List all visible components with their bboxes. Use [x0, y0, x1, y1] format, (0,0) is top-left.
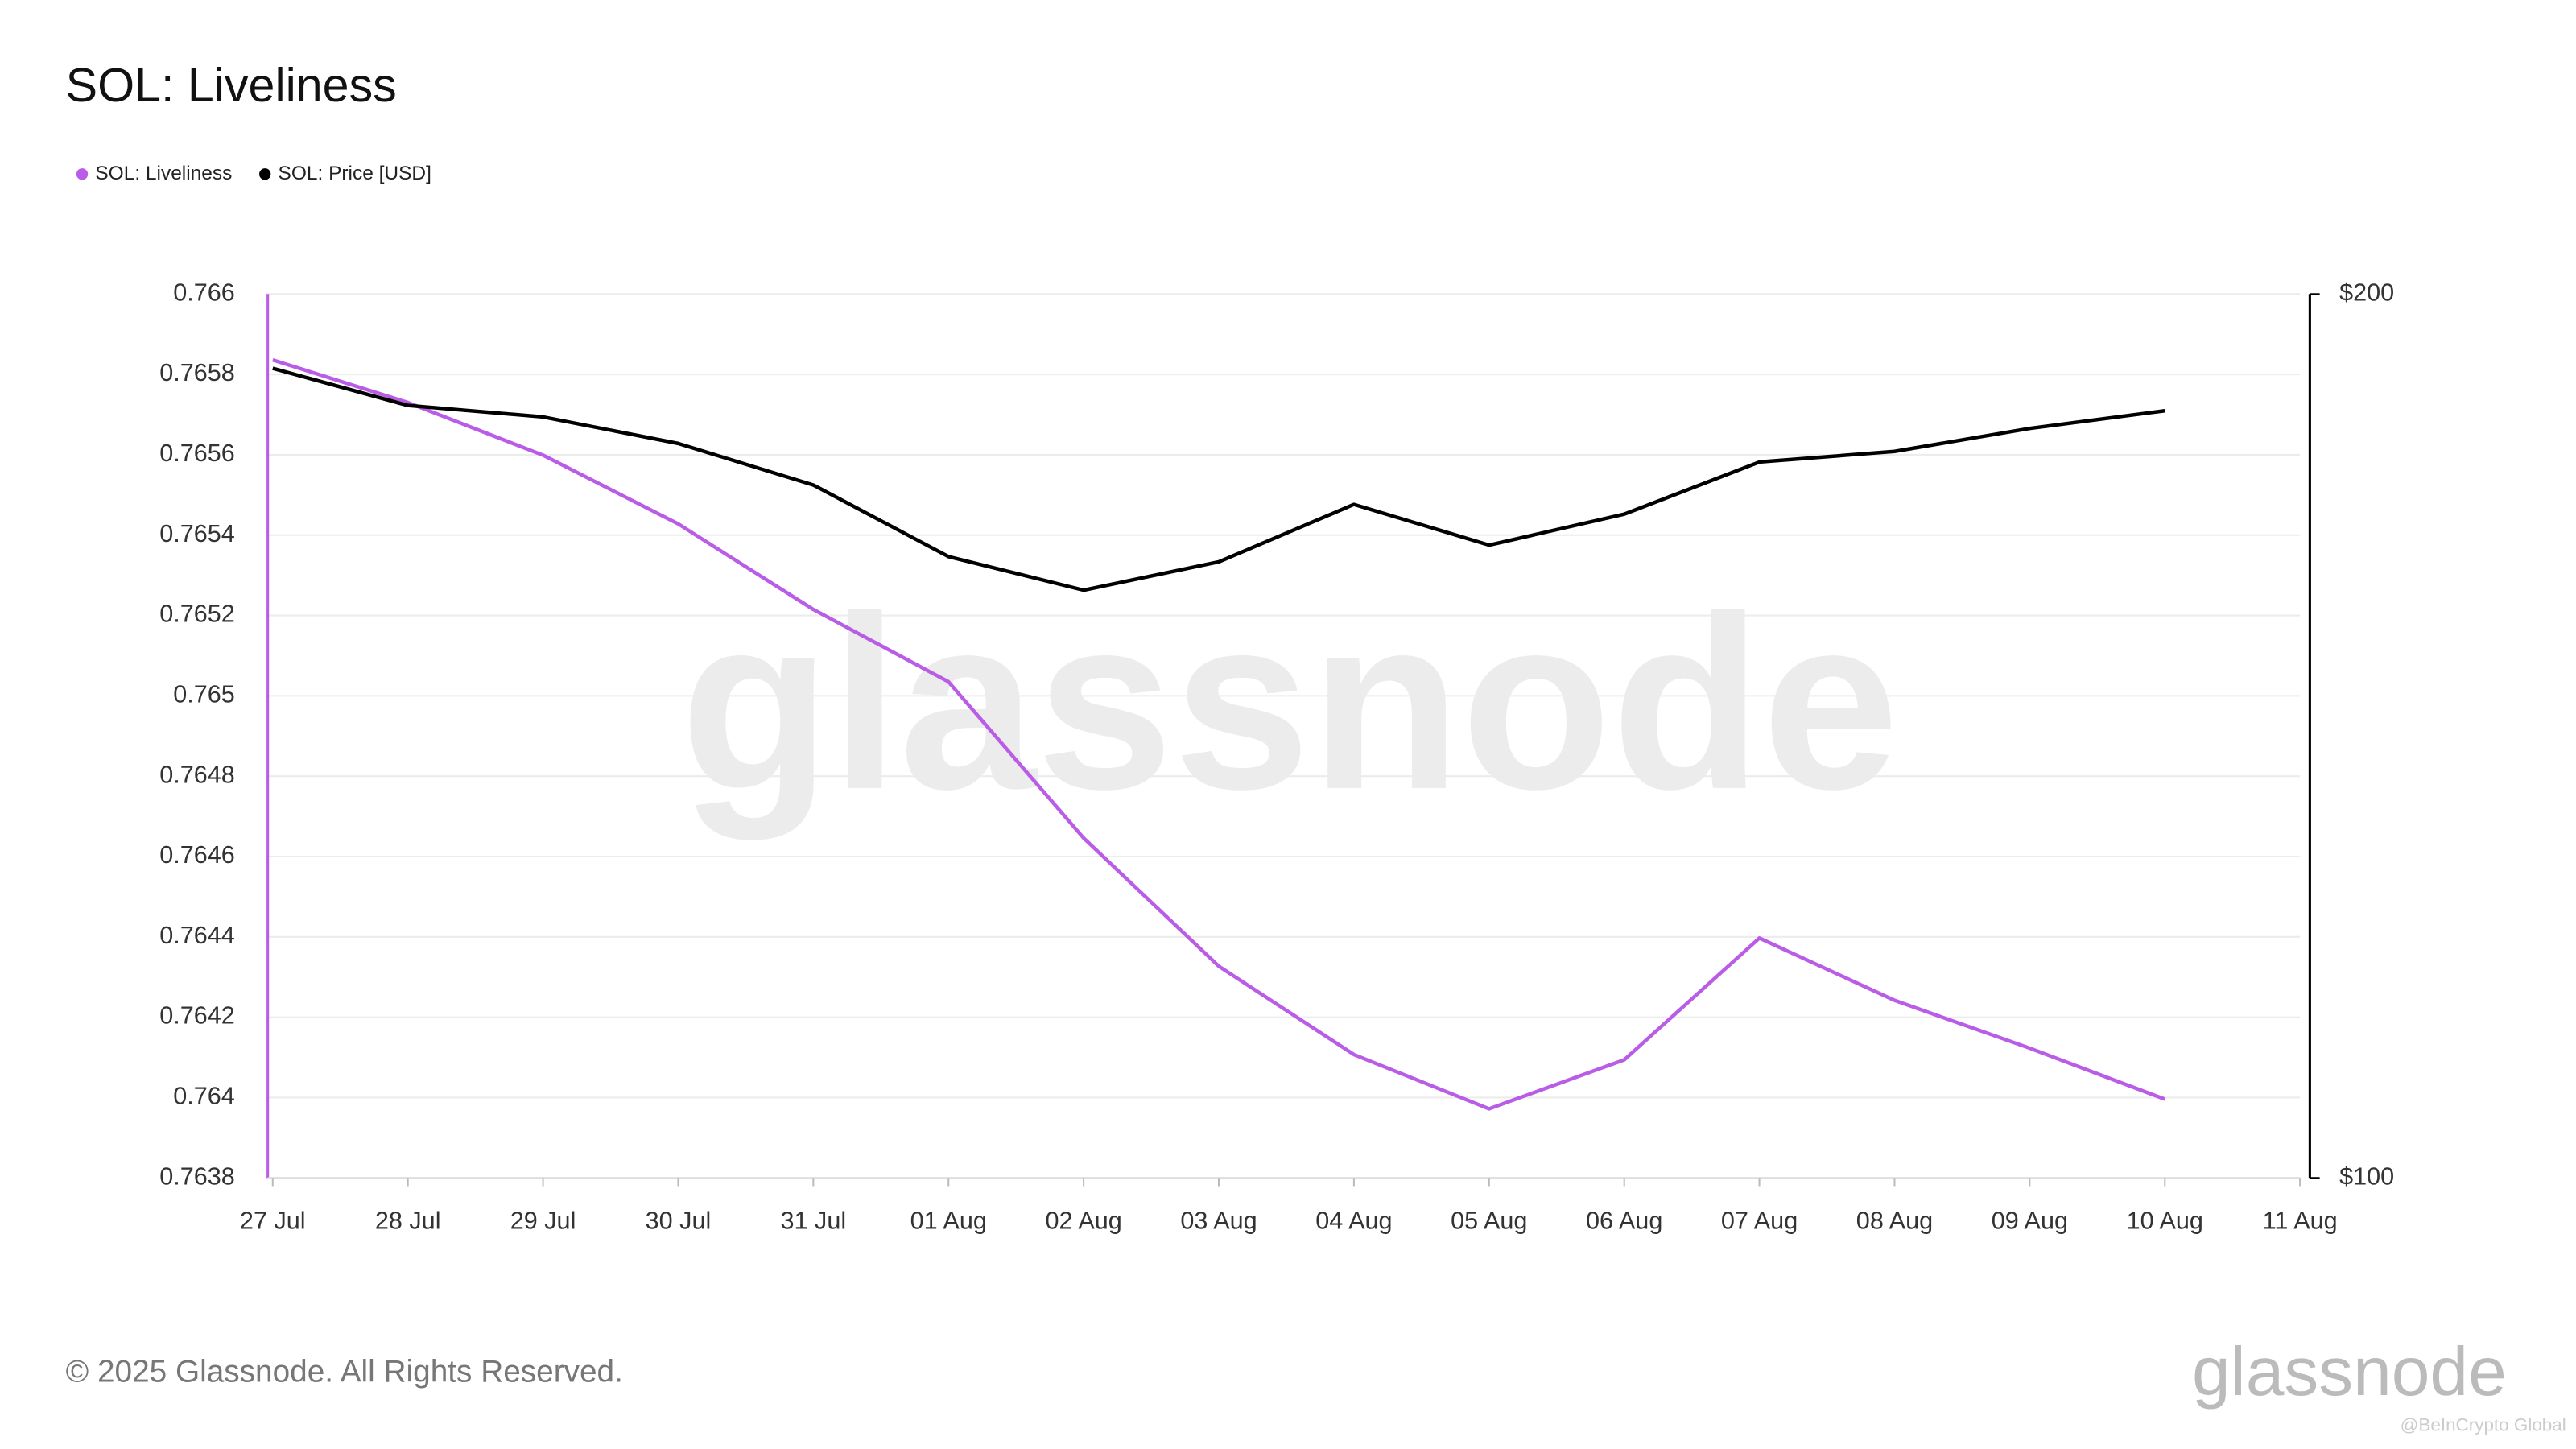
- x-tick-label: 31 Jul: [780, 1207, 846, 1234]
- y-tick-label: 0.7648: [159, 761, 235, 788]
- y2-tick-label: $100: [2339, 1162, 2394, 1190]
- watermark: glassnode: [680, 565, 1899, 842]
- y2-tick-label: $200: [2339, 279, 2394, 306]
- x-tick-label: 10 Aug: [2127, 1207, 2203, 1234]
- credit: @BeInCrypto Global: [2401, 1414, 2566, 1435]
- copyright: © 2025 Glassnode. All Rights Reserved.: [66, 1354, 623, 1389]
- legend-label: SOL: Price [USD]: [279, 163, 431, 184]
- y-tick-label: 0.765: [173, 680, 235, 708]
- y-tick-label: 0.7652: [159, 601, 235, 628]
- x-tick-label: 09 Aug: [1992, 1207, 2068, 1234]
- y-tick-label: 0.764: [173, 1083, 235, 1110]
- data-line: [272, 358, 2166, 1111]
- x-tick-label: 01 Aug: [910, 1207, 987, 1234]
- legend-marker: [76, 168, 89, 180]
- y-tick-label: 0.7658: [159, 359, 235, 386]
- x-tick-label: 28 Jul: [375, 1207, 441, 1234]
- x-tick-label: 03 Aug: [1180, 1207, 1257, 1234]
- y-tick-label: 0.7656: [159, 440, 235, 467]
- x-tick-label: 06 Aug: [1586, 1207, 1662, 1234]
- x-tick-label: 27 Jul: [240, 1207, 306, 1234]
- y-tick-label: 0.7646: [159, 841, 235, 869]
- chart-title: SOL: Liveliness: [66, 58, 397, 112]
- x-tick-label: 29 Jul: [510, 1207, 576, 1234]
- legend-marker: [259, 168, 271, 180]
- footer-logo: glassnode: [2192, 1333, 2507, 1410]
- data-line: [272, 366, 2165, 592]
- x-tick-label: 05 Aug: [1451, 1207, 1527, 1234]
- x-tick-label: 04 Aug: [1315, 1207, 1392, 1234]
- y-tick-label: 0.7644: [159, 922, 235, 949]
- y-tick-label: 0.7638: [159, 1162, 235, 1190]
- x-tick-label: 11 Aug: [2263, 1207, 2338, 1234]
- x-tick-label: 07 Aug: [1721, 1207, 1798, 1234]
- y-tick-label: 0.7654: [159, 520, 235, 547]
- y-tick-label: 0.7642: [159, 1002, 235, 1030]
- x-tick-label: 02 Aug: [1045, 1207, 1121, 1234]
- y-tick-label: 0.766: [173, 279, 235, 306]
- legend-label: SOL: Liveliness: [95, 163, 232, 184]
- x-tick-label: 08 Aug: [1856, 1207, 1933, 1234]
- x-tick-label: 30 Jul: [646, 1207, 712, 1234]
